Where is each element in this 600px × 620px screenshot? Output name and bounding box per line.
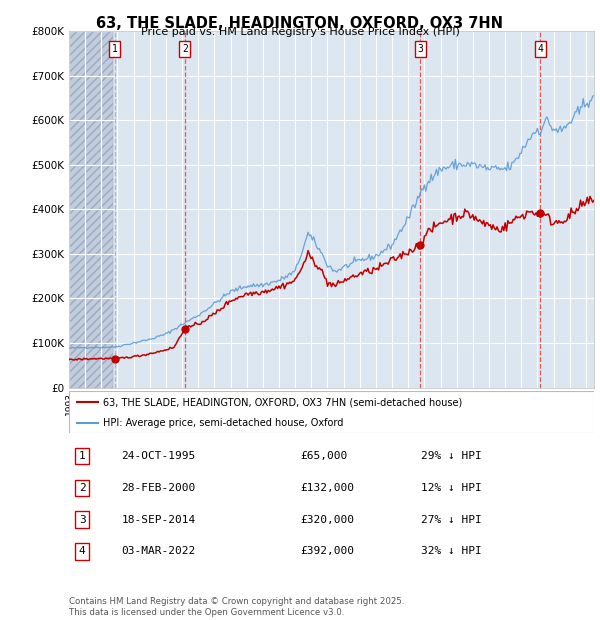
Text: 12% ↓ HPI: 12% ↓ HPI <box>421 483 482 493</box>
Text: 2: 2 <box>79 483 86 493</box>
Text: 4: 4 <box>79 546 86 556</box>
Text: 32% ↓ HPI: 32% ↓ HPI <box>421 546 482 556</box>
Text: 1: 1 <box>79 451 86 461</box>
Bar <box>69 31 113 388</box>
Text: 4: 4 <box>537 44 543 54</box>
Text: 3: 3 <box>79 515 86 525</box>
Text: 24-OCT-1995: 24-OCT-1995 <box>121 451 196 461</box>
Text: 63, THE SLADE, HEADINGTON, OXFORD, OX3 7HN: 63, THE SLADE, HEADINGTON, OXFORD, OX3 7… <box>97 16 503 31</box>
Text: HPI: Average price, semi-detached house, Oxford: HPI: Average price, semi-detached house,… <box>103 418 343 428</box>
Text: 27% ↓ HPI: 27% ↓ HPI <box>421 515 482 525</box>
Text: £320,000: £320,000 <box>300 515 354 525</box>
Text: £132,000: £132,000 <box>300 483 354 493</box>
Text: 3: 3 <box>418 44 423 54</box>
Text: 29% ↓ HPI: 29% ↓ HPI <box>421 451 482 461</box>
Bar <box>69 31 113 388</box>
Text: 63, THE SLADE, HEADINGTON, OXFORD, OX3 7HN (semi-detached house): 63, THE SLADE, HEADINGTON, OXFORD, OX3 7… <box>103 397 463 407</box>
Text: Contains HM Land Registry data © Crown copyright and database right 2025.
This d: Contains HM Land Registry data © Crown c… <box>69 598 404 617</box>
Text: 28-FEB-2000: 28-FEB-2000 <box>121 483 196 493</box>
Text: £65,000: £65,000 <box>300 451 347 461</box>
Text: Price paid vs. HM Land Registry's House Price Index (HPI): Price paid vs. HM Land Registry's House … <box>140 27 460 37</box>
Text: 18-SEP-2014: 18-SEP-2014 <box>121 515 196 525</box>
Text: 2: 2 <box>182 44 188 54</box>
Text: 03-MAR-2022: 03-MAR-2022 <box>121 546 196 556</box>
Text: £392,000: £392,000 <box>300 546 354 556</box>
Text: 1: 1 <box>112 44 118 54</box>
